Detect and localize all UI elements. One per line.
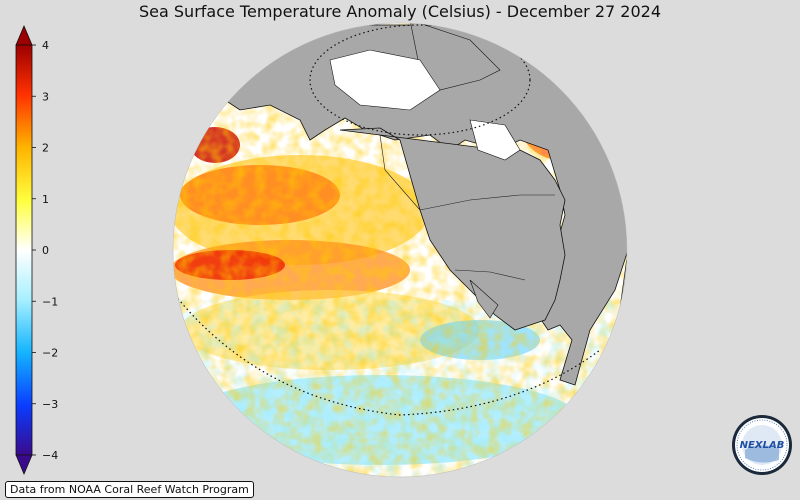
baja-peninsula (469, 279, 499, 319)
globe (172, 22, 628, 478)
colorbar-tick-label: 4 (42, 39, 49, 52)
logo-text: NEXLAB (740, 440, 785, 451)
colorbar-scale (15, 44, 33, 456)
nexlab-logo: NEXLAB (732, 415, 792, 475)
colorbar: 4 3 2 1 0 −1 −2 −3 −4 (15, 24, 58, 476)
colorbar-tick-label: 3 (42, 90, 49, 103)
anomaly-texture-cool (173, 300, 627, 477)
colorbar-tick-label: 2 (42, 142, 49, 155)
hudson-bay (469, 119, 521, 161)
colorbar-tick-label: −3 (42, 398, 58, 411)
colorbar-tick-label: −4 (42, 449, 58, 462)
border-line-3 (454, 269, 526, 281)
colorbar-tick-label: 1 (42, 193, 49, 206)
globe-outline (172, 22, 628, 478)
colorbar-min-arrow (15, 454, 33, 476)
border-line-2 (419, 194, 555, 211)
colorbar-tick-label: −1 (42, 295, 58, 308)
colorbar-tick-label: 0 (42, 244, 49, 257)
map-title: Sea Surface Temperature Anomaly (Celsius… (139, 2, 661, 21)
data-credit: Data from NOAA Coral Reef Watch Program (5, 481, 254, 498)
border-line-1 (379, 134, 421, 211)
colorbar-tick-label: −2 (42, 347, 58, 360)
arctic-ocean-ice (329, 49, 441, 111)
arctic-circle-line (309, 24, 531, 136)
colorbar-max-arrow (15, 24, 33, 46)
tropic-line (174, 294, 601, 416)
mainland-landmass (339, 127, 566, 331)
